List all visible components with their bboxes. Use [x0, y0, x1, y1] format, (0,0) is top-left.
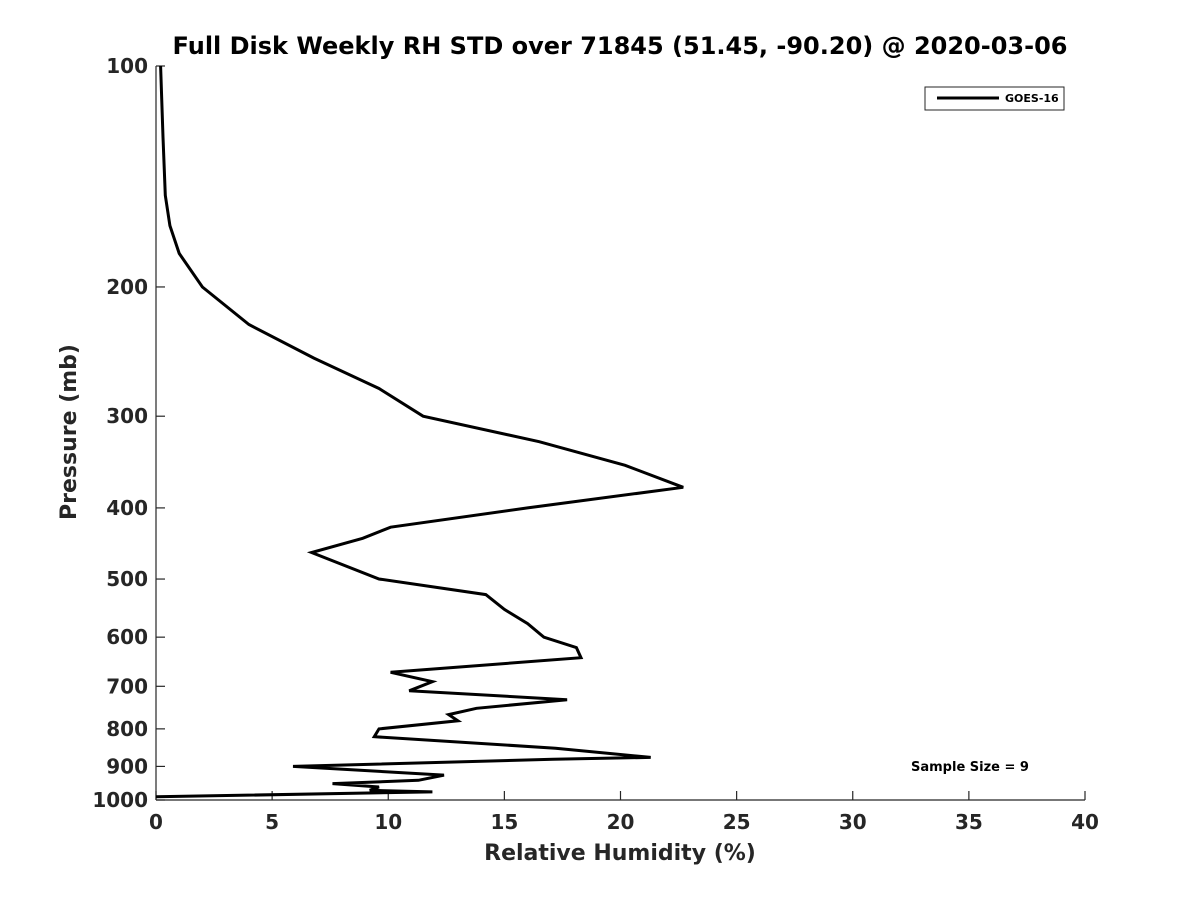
x-tick-label: 25: [723, 810, 751, 834]
y-tick-label: 200: [106, 275, 148, 299]
y-tick-label: 600: [106, 625, 148, 649]
y-tick-label: 100: [106, 54, 148, 78]
x-tick-label: 0: [149, 810, 163, 834]
chart-title: Full Disk Weekly RH STD over 71845 (51.4…: [173, 32, 1068, 60]
plot-axes: [155, 66, 1085, 801]
y-tick-label: 1000: [92, 788, 148, 812]
x-tick-label: 40: [1071, 810, 1099, 834]
sample-size-annotation: Sample Size = 9: [911, 760, 1029, 775]
x-tick-label: 15: [490, 810, 518, 834]
x-tick-label: 20: [607, 810, 635, 834]
y-tick-label: 500: [106, 567, 148, 591]
legend-label-goes-16: GOES-16: [1005, 92, 1059, 105]
y-tick-label: 400: [106, 496, 148, 520]
x-tick-label: 5: [265, 810, 279, 834]
x-tick-label: 30: [839, 810, 867, 834]
x-tick-label: 35: [955, 810, 983, 834]
x-tick-label: 10: [374, 810, 402, 834]
y-tick-label: 300: [106, 404, 148, 428]
legend: GOES-16: [924, 86, 1065, 111]
y-axis-label: Pressure (mb): [57, 344, 82, 520]
y-tick-label: 800: [106, 717, 148, 741]
y-tick-label: 700: [106, 674, 148, 698]
y-tick-label: 900: [106, 754, 148, 778]
series-line-goes-16: [155, 65, 684, 799]
x-axis-label: Relative Humidity (%): [484, 841, 756, 866]
x-axis-ticks: 0 5 10 15 20 25 30 35 40: [149, 791, 1099, 834]
y-axis-ticks: 100 200 300 400 500 600 700 800 900 1000: [92, 54, 165, 812]
